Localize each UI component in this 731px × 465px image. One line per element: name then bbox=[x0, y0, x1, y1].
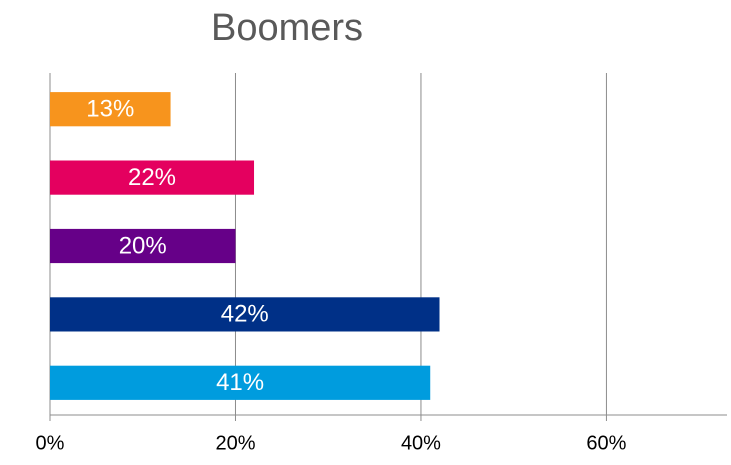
bar bbox=[50, 297, 440, 332]
bar bbox=[50, 228, 236, 264]
bar bbox=[50, 92, 171, 127]
bar bbox=[50, 365, 431, 400]
x-tick-label: 0% bbox=[36, 432, 65, 454]
data-label: 41% bbox=[216, 369, 264, 396]
chart-title: Boomers bbox=[211, 7, 363, 49]
x-tick-label: 40% bbox=[401, 432, 441, 454]
data-label: 42% bbox=[221, 301, 269, 328]
data-label: 20% bbox=[119, 232, 167, 259]
x-tick-label: 60% bbox=[586, 432, 626, 454]
data-label: 13% bbox=[86, 96, 134, 123]
data-label: 22% bbox=[128, 164, 176, 191]
bar bbox=[50, 160, 255, 195]
x-tick-label: 20% bbox=[215, 432, 255, 454]
